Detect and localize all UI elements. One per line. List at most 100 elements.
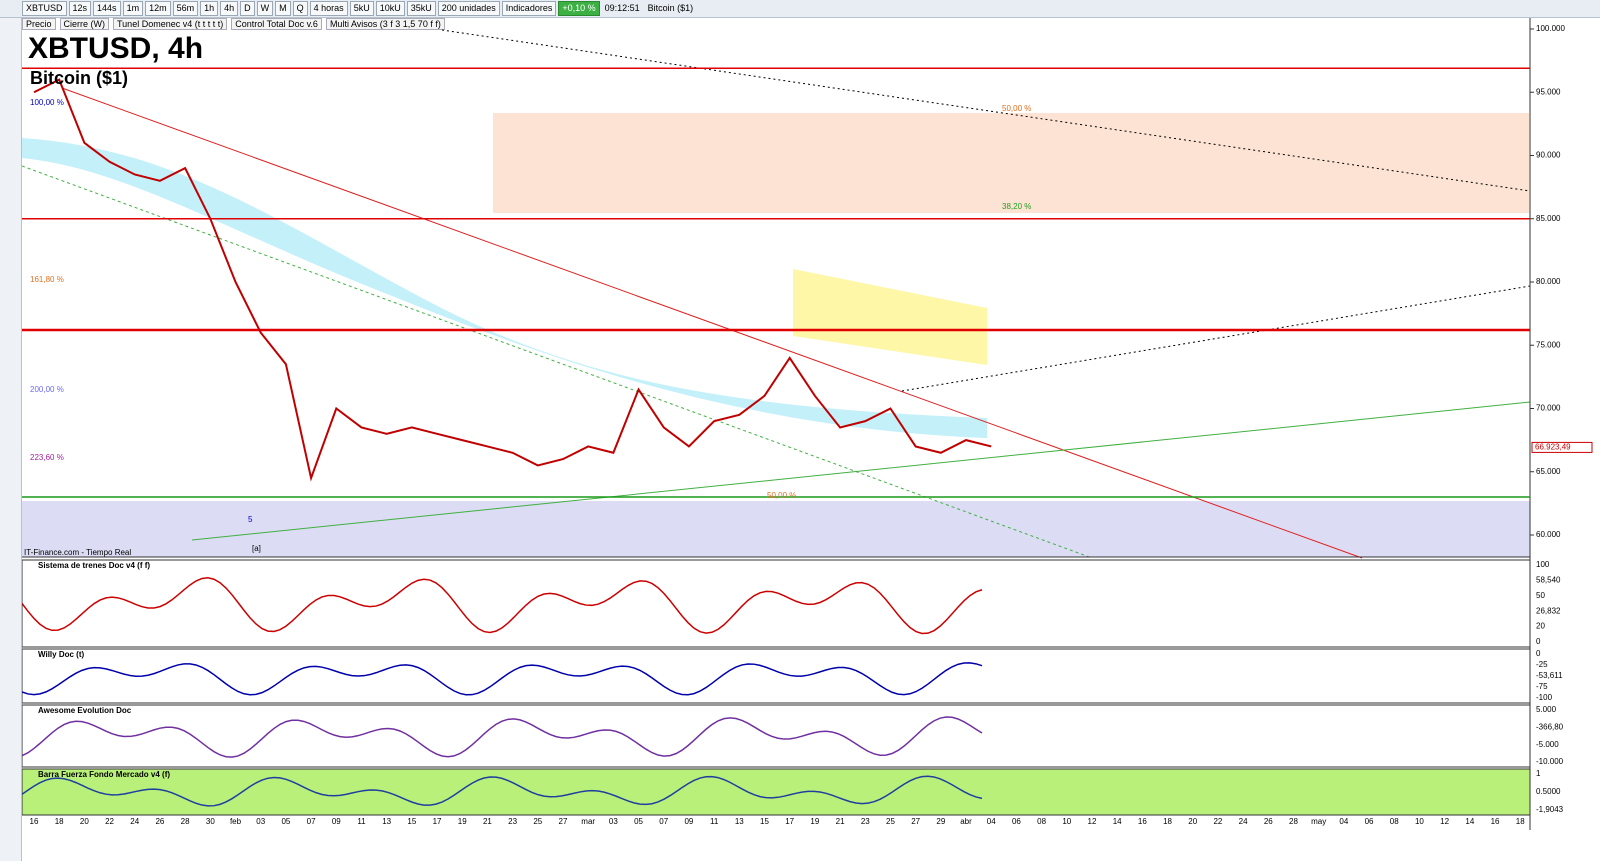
x-tick-label: 16 [30,817,39,826]
toolbar-button[interactable]: XBTUSD [22,1,67,16]
source: IT-Finance.com - Tiempo Real [24,548,131,557]
annotation: 50,00 % [767,491,796,500]
x-tick-label: 12 [1440,817,1449,826]
x-tick-label: 28 [1289,817,1298,826]
toolbar-button[interactable]: W [256,1,274,16]
chart-title: XBTUSD, 4h [28,32,203,65]
x-tick-label: 09 [332,817,341,826]
study-tag[interactable]: Cierre (W) [59,18,110,30]
panel-title: Sistema de trenes Doc v4 (f f) [38,561,150,570]
x-tick-label: 28 [181,817,190,826]
x-tick-label: 15 [407,817,416,826]
toolbar-button[interactable]: 5kU [349,1,374,16]
x-tick-label: 16 [1491,817,1500,826]
x-tick-label: 25 [886,817,895,826]
trend-line [441,29,1531,192]
x-tick-label: 10 [1062,817,1071,826]
panel-axis-label: -25 [1536,660,1548,669]
x-tick-label: 13 [382,817,391,826]
panel-axis-label: -100 [1536,693,1553,702]
y-tick-label: 75.000 [1536,340,1561,349]
x-tick-label: 21 [483,817,492,826]
annotation: 5 [248,515,253,524]
x-tick-label: 06 [1012,817,1021,826]
panel-axis-label: -75 [1536,682,1548,691]
x-tick-label: 25 [533,817,542,826]
panel-axis-label: 0 [1536,649,1541,658]
x-tick-label: 19 [810,817,819,826]
x-tick-label: 18 [1516,817,1525,826]
study-tag[interactable]: Precio [22,18,56,30]
x-tick-label: 11 [710,817,719,826]
x-tick-label: 14 [1113,817,1122,826]
toolbar-button[interactable]: Indicadores [501,1,557,16]
annotation: 38,20 % [1002,202,1031,211]
x-tick-label: 07 [659,817,668,826]
toolbar-button[interactable]: 12s [68,1,92,16]
x-tick-label: 03 [609,817,618,826]
x-tick-label: 23 [508,817,517,826]
annotation: 100,00 % [30,98,64,107]
toolbar-button[interactable]: 4h [220,1,239,16]
toolbar-button[interactable]: D [240,1,255,16]
study-tag[interactable]: Tunel Domenec v4 (t t t t t) [113,18,228,30]
toolbar-button[interactable]: 1m [122,1,144,16]
toolbar-button[interactable]: Q [292,1,308,16]
x-tick-label: may [1311,817,1326,826]
x-tick-label: 17 [785,817,794,826]
x-tick-label: 04 [987,817,996,826]
panel-axis-label: -1,9043 [1536,805,1564,814]
panel-axis-label: 26,832 [1536,606,1561,615]
x-tick-label: 18 [55,817,64,826]
panel-title: Willy Doc (t) [38,650,84,659]
chart-subtitle: Bitcoin ($1) [30,68,128,88]
y-tick-label: 60.000 [1536,530,1561,539]
panel-axis-label: 0.5000 [1536,787,1561,796]
toolbar-button[interactable]: M [275,1,291,16]
panel-bg [22,704,1531,768]
toolbar-button[interactable]: 4 horas [309,1,348,16]
toolbar-button[interactable]: 1h [200,1,219,16]
x-tick-label: 29 [936,817,945,826]
study-tag[interactable]: Multi Avisos (3 f 3 1,5 70 f f) [325,18,445,30]
price-line [33,78,992,482]
panel-title: Awesome Evolution Doc [38,706,132,715]
x-tick-label: 21 [836,817,845,826]
toolbar-button[interactable]: +0,10 % [558,1,600,16]
x-tick-label: 26 [155,817,164,826]
y-tick-label: 85.000 [1536,214,1561,223]
x-tick-label: 15 [760,817,769,826]
x-tick-label: 20 [80,817,89,826]
trend-line [191,401,1531,541]
x-tick-label: 14 [1465,817,1474,826]
panel-axis-label: 50 [1536,591,1545,600]
study-bar: Precio Cierre (W) Tunel Domenec v4 (t t t … [22,18,445,30]
toolbar-button[interactable]: 35kU [406,1,436,16]
price-tag-label: 66.923,49 [1535,443,1571,452]
panel-axis-label: -366,80 [1536,722,1564,731]
x-tick-label: 08 [1390,817,1399,826]
panel-axis-label: 0 [1536,637,1541,646]
toolbar-button[interactable]: 12m [145,1,171,16]
x-tick-label: 12 [1088,817,1097,826]
x-tick-label: 08 [1037,817,1046,826]
toolbar-button[interactable]: Bitcoin ($1) [647,3,694,13]
annotation: [a] [252,544,261,553]
toolbar-button[interactable]: 144s [93,1,121,16]
y-tick-label: 95.000 [1536,87,1561,96]
support-zone [22,501,1530,557]
study-tag[interactable]: Control Total Doc v.6 [231,18,322,30]
toolbar-button[interactable]: 56m [172,1,199,16]
panel-title: Barra Fuerza Fondo Mercado v4 (f) [38,770,170,779]
panel-axis-label: 100 [1536,560,1550,569]
toolbar-button[interactable]: 200 unidades [437,1,500,16]
toolbar-button[interactable]: 10kU [375,1,405,16]
x-tick-label: 07 [307,817,316,826]
x-tick-label: 17 [433,817,442,826]
x-tick-label: 22 [105,817,114,826]
panel-axis-label: -10.000 [1536,757,1564,766]
indicator-wave [22,577,983,635]
toolbar-button[interactable]: 09:12:51 [604,3,640,13]
x-tick-label: 27 [911,817,920,826]
panel-bg [22,648,1531,704]
